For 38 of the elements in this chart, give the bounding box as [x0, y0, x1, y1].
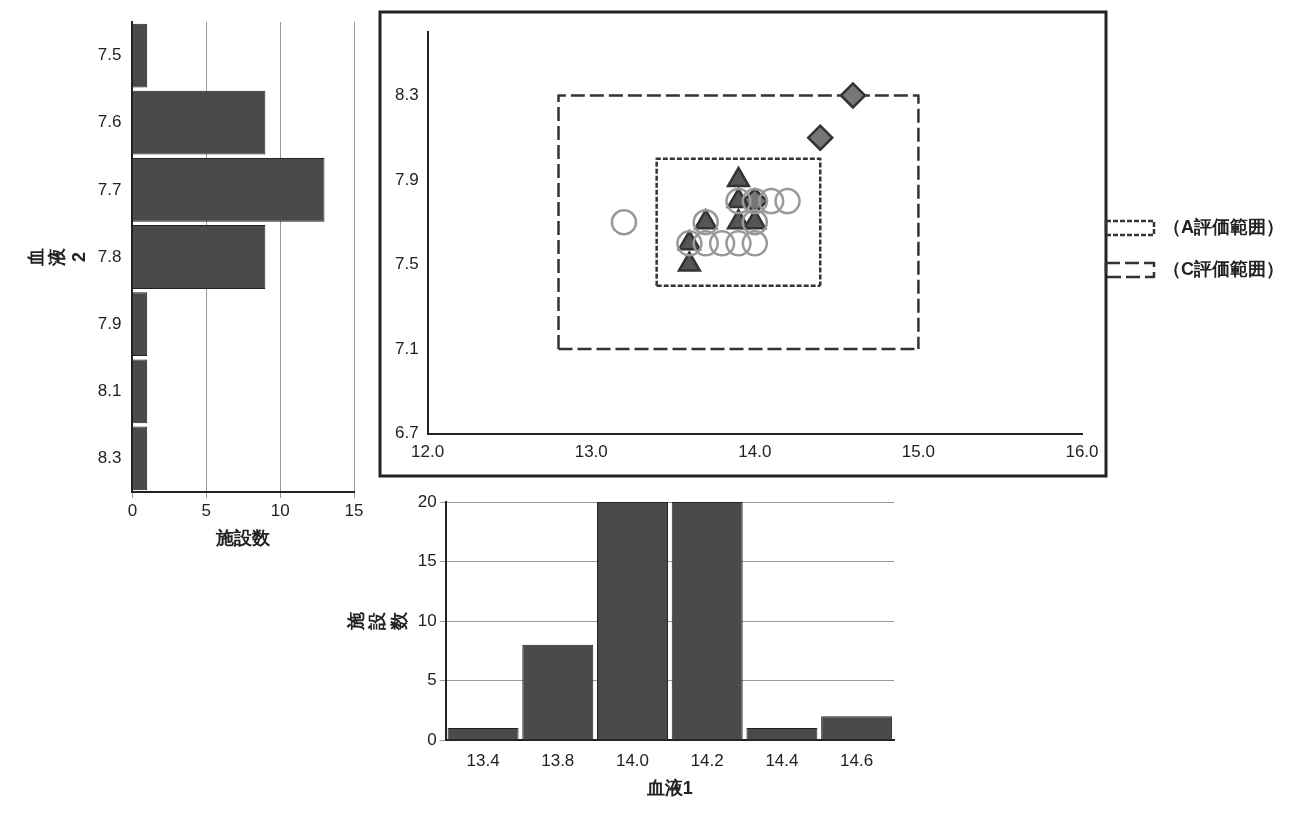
- y-tick-label: 6.7: [394, 423, 419, 443]
- y-tick-label: 7.7: [97, 179, 122, 199]
- x-tick-label: 14.0: [615, 750, 650, 770]
- y-tick-label: 7.6: [97, 112, 122, 132]
- y-tick-label: 5: [427, 670, 437, 690]
- x-tick-label: 14.0: [738, 442, 772, 462]
- y-tick-label: 7.8: [97, 246, 122, 266]
- y-tick-label: 10: [417, 610, 437, 630]
- y-tick-label: 7.9: [394, 169, 419, 189]
- legend-label: （C評価範囲）: [1163, 258, 1284, 279]
- y-tick-label: 7.1: [394, 338, 419, 358]
- x-tick-label: 13.8: [541, 750, 575, 770]
- x-tick-label: 15.0: [901, 442, 935, 462]
- y-tick-label: 8.3: [394, 85, 419, 105]
- y-tick-label: 7.5: [394, 254, 419, 274]
- x-tick-label: 5: [201, 500, 212, 520]
- y-tick-label: 15: [417, 551, 437, 571]
- x-tick-label: 14.4: [765, 750, 799, 770]
- y-axis-title: 施設数: [345, 611, 409, 631]
- y-tick-label: 0: [427, 729, 437, 749]
- x-tick-label: 13.0: [574, 442, 608, 462]
- x-axis-title: 血液1: [645, 778, 693, 799]
- x-tick-label: 0: [127, 500, 138, 520]
- y-tick-label: 7.5: [97, 45, 122, 65]
- y-tick-label: 7.9: [97, 313, 122, 333]
- legend-label: （A評価範囲）: [1163, 216, 1284, 237]
- y-axis-title: 血液2: [25, 247, 89, 267]
- x-tick-label: 16.0: [1065, 442, 1099, 462]
- x-tick-label: 15: [344, 500, 364, 520]
- x-tick-label: 10: [270, 500, 290, 520]
- x-tick-label: 14.2: [690, 750, 724, 770]
- y-tick-label: 20: [417, 491, 437, 511]
- x-axis-title: 施設数: [215, 528, 272, 549]
- x-tick-label: 12.0: [411, 442, 445, 462]
- y-tick-label: 8.1: [97, 380, 122, 400]
- y-tick-label: 8.3: [97, 448, 122, 468]
- x-tick-label: 14.6: [840, 750, 874, 770]
- x-tick-label: 13.4: [466, 750, 500, 770]
